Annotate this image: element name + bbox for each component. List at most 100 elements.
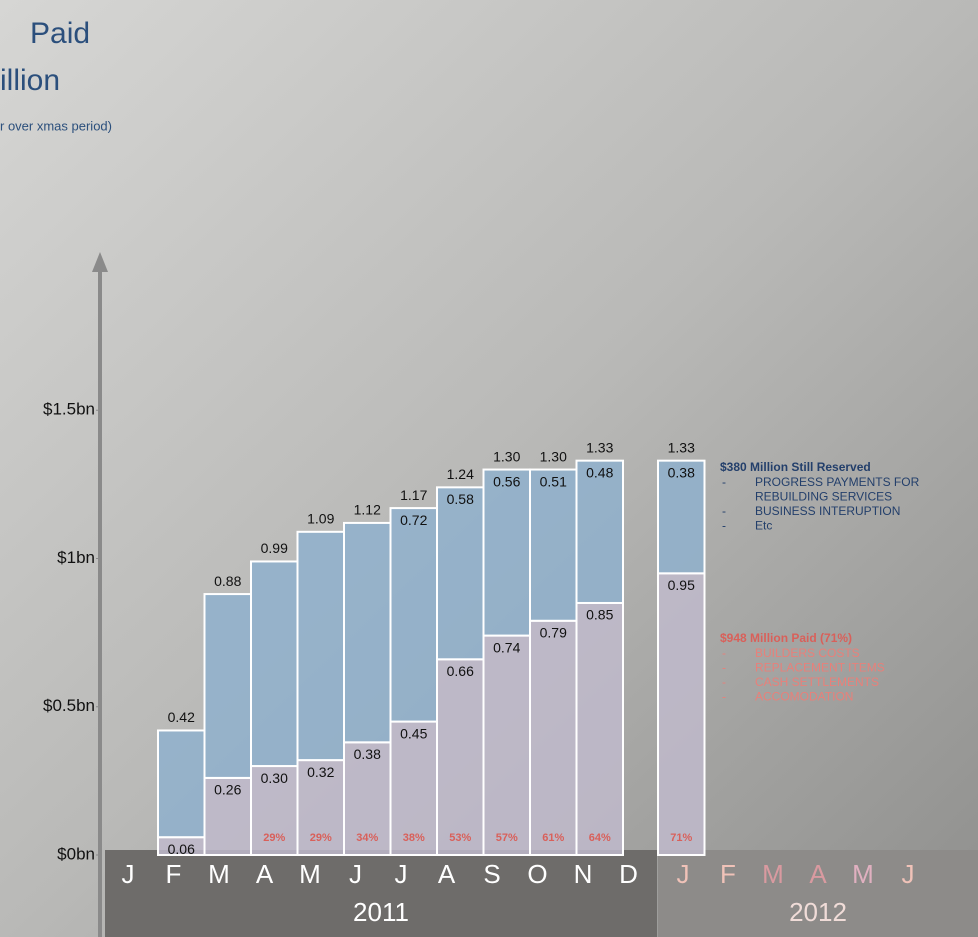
percent-label: 64% <box>589 832 611 844</box>
annotation-item: ACCOMODATION <box>755 690 853 704</box>
annotation-bullet: - <box>722 675 726 689</box>
bar-segment <box>436 658 485 856</box>
bar-segment <box>482 634 531 857</box>
title: illion <box>0 64 60 97</box>
total-label: 1.33 <box>586 439 613 455</box>
bar-segment <box>575 459 624 604</box>
title: Paid <box>30 17 90 50</box>
percent-label: 71% <box>670 832 692 844</box>
bar-segment <box>657 459 706 575</box>
month-label: J <box>902 859 915 889</box>
year-label: 2011 <box>353 897 409 927</box>
value-label: 0.66 <box>447 663 474 679</box>
total-label: 1.30 <box>540 448 567 464</box>
annotation-heading: $380 Million Still Reserved <box>720 460 871 474</box>
total-label: 0.42 <box>168 709 195 725</box>
percent-label: 29% <box>263 832 285 844</box>
value-label: 0.48 <box>586 464 613 480</box>
annotation-item: REBUILDING SERVICES <box>755 490 892 504</box>
axis-arrow <box>92 252 108 272</box>
bar-segment <box>389 507 438 723</box>
value-label: 0.56 <box>493 473 520 489</box>
annotation-item: BUSINESS INTERUPTION <box>755 504 900 518</box>
bar-segment <box>436 486 485 661</box>
bar-segment <box>529 619 578 857</box>
month-label: M <box>852 859 874 889</box>
percent-label: 53% <box>449 832 471 844</box>
month-label: A <box>256 859 274 889</box>
total-label: 1.17 <box>400 487 427 503</box>
month-label: J <box>122 859 135 889</box>
value-label: 0.45 <box>400 725 427 741</box>
month-label: J <box>395 859 408 889</box>
percent-label: 57% <box>496 832 518 844</box>
value-label: 0.85 <box>586 607 613 623</box>
total-label: 0.99 <box>261 540 288 556</box>
bar-segment <box>575 601 624 856</box>
value-label: 0.38 <box>668 464 695 480</box>
percent-label: 38% <box>403 832 425 844</box>
bar-segment <box>157 729 206 839</box>
value-label: 0.58 <box>447 491 474 507</box>
bar-segment <box>657 572 706 856</box>
percent-label: 29% <box>310 832 332 844</box>
month-label: O <box>527 859 547 889</box>
bar-segment <box>250 560 299 768</box>
y-tick-label: $0.5bn <box>43 696 95 715</box>
bar-segment <box>296 530 345 762</box>
month-label: J <box>349 859 362 889</box>
subtitle: r over xmas period) <box>0 118 112 133</box>
percent-label: 61% <box>542 832 564 844</box>
annotation-bullet: - <box>722 475 726 489</box>
total-label: 1.30 <box>493 448 520 464</box>
total-label: 1.09 <box>307 511 334 527</box>
year-label: 2012 <box>789 897 847 927</box>
month-label: A <box>438 859 456 889</box>
month-label: M <box>299 859 321 889</box>
annotation-item: Etc <box>755 519 772 533</box>
value-label: 0.26 <box>214 782 241 798</box>
month-label: M <box>762 859 784 889</box>
month-label: D <box>619 859 638 889</box>
value-label: 0.30 <box>261 770 288 786</box>
value-label: 0.79 <box>540 624 567 640</box>
percent-label: 34% <box>356 832 378 844</box>
value-label: 0.51 <box>540 473 567 489</box>
annotation-bullet: - <box>722 504 726 518</box>
total-label: 1.24 <box>447 466 474 482</box>
annotation-item: BUILDERS COSTS <box>755 646 860 660</box>
annotation-bullet: - <box>722 646 726 660</box>
value-label: 0.06 <box>168 841 195 857</box>
annotation-item: PROGRESS PAYMENTS FOR <box>755 475 920 489</box>
value-label: 0.38 <box>354 746 381 762</box>
bar-segment <box>482 468 531 637</box>
y-tick-label: $1bn <box>57 548 95 567</box>
bar-segment <box>203 593 252 779</box>
month-label: F <box>166 859 182 889</box>
year-band <box>658 850 978 937</box>
bar-segment <box>529 468 578 622</box>
annotation-bullet: - <box>722 519 726 533</box>
total-label: 0.88 <box>214 573 241 589</box>
annotation-bullet: - <box>722 661 726 675</box>
month-label: J <box>677 859 690 889</box>
month-label: M <box>208 859 230 889</box>
bar-segment <box>343 521 392 744</box>
month-label: N <box>574 859 593 889</box>
y-tick-label: $0bn <box>57 844 95 863</box>
annotation-heading: $948 Million Paid (71%) <box>720 631 852 645</box>
value-label: 0.95 <box>668 577 695 593</box>
annotation-bullet: - <box>722 690 726 704</box>
value-label: 0.72 <box>400 512 427 528</box>
annotation-item: REPLACEMENT ITEMS <box>755 661 885 675</box>
value-label: 0.74 <box>493 639 520 655</box>
value-label: 0.32 <box>307 764 334 780</box>
month-label: F <box>720 859 736 889</box>
year-band <box>105 850 657 937</box>
month-label: A <box>809 859 827 889</box>
month-label: S <box>483 859 500 889</box>
annotation-item: CASH SETTLEMENTS <box>755 675 879 689</box>
total-label: 1.33 <box>668 439 695 455</box>
total-label: 1.12 <box>354 502 381 518</box>
